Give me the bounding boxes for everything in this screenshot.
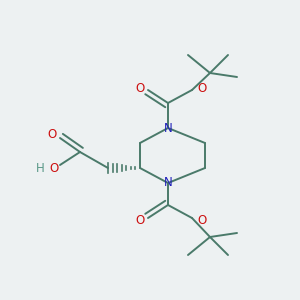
Text: O: O — [197, 82, 207, 94]
Text: O: O — [135, 82, 145, 94]
Text: O: O — [135, 214, 145, 227]
Text: H: H — [36, 161, 44, 175]
Text: O: O — [47, 128, 57, 142]
Text: O: O — [50, 161, 58, 175]
Text: N: N — [164, 122, 172, 134]
Text: O: O — [197, 214, 207, 227]
Text: N: N — [164, 176, 172, 190]
